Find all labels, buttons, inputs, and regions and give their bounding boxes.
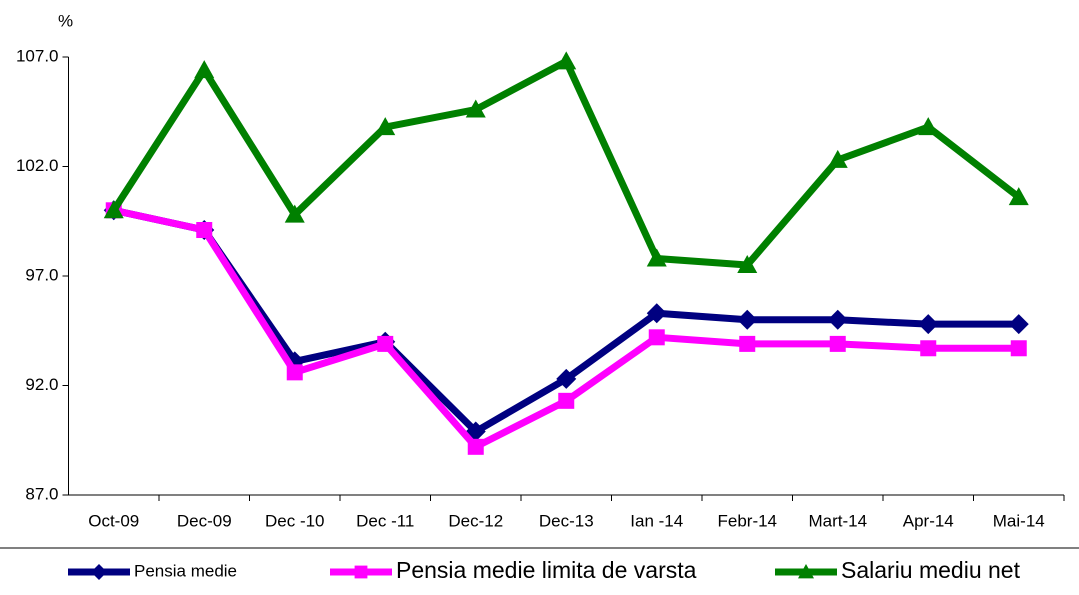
x-tick-label: Mart-14: [808, 511, 867, 530]
legend-label: Pensia medie: [134, 561, 237, 580]
marker: [1008, 314, 1029, 335]
marker: [377, 335, 394, 352]
marker: [375, 117, 396, 136]
marker: [558, 392, 575, 409]
marker: [920, 340, 937, 357]
legend-label: Pensia medie limita de varsta: [396, 557, 697, 583]
x-tick-label: Ian -14: [630, 511, 683, 530]
marker: [1008, 187, 1029, 206]
x-tick-label: Dec-12: [448, 511, 503, 530]
x-tick-label: Oct-09: [88, 511, 139, 530]
marker: [103, 200, 124, 219]
y-tick-label: 107.0: [16, 46, 59, 65]
y-tick-label: 97.0: [25, 265, 58, 284]
marker: [798, 564, 814, 579]
x-tick-label: Dec -10: [265, 511, 325, 530]
marker: [918, 117, 939, 136]
marker: [467, 438, 484, 455]
marker: [91, 564, 107, 580]
series-line: [113, 206, 1019, 452]
x-tick-label: Mai-14: [993, 511, 1045, 530]
x-tick-label: Dec-13: [539, 511, 594, 530]
x-tick-label: Dec-09: [177, 511, 232, 530]
marker: [827, 309, 848, 330]
y-tick-label: 87.0: [25, 484, 58, 503]
marker: [465, 99, 486, 118]
marker: [646, 248, 667, 267]
marker: [286, 364, 303, 381]
marker: [829, 335, 846, 352]
x-tick-label: Dec -11: [356, 511, 414, 530]
marker: [918, 314, 939, 335]
marker: [648, 329, 665, 346]
marker: [827, 149, 848, 168]
marker: [739, 335, 756, 352]
marker: [194, 60, 215, 79]
y-tick-label: 92.0: [25, 375, 58, 394]
marker: [556, 368, 577, 389]
marker: [737, 255, 758, 274]
y-tick-label: 102.0: [16, 156, 59, 175]
marker: [737, 309, 758, 330]
x-tick-label: Apr-14: [903, 511, 954, 530]
marker: [196, 222, 213, 239]
marker: [646, 303, 667, 324]
series-line: [110, 56, 1021, 269]
marker: [354, 565, 368, 579]
marker: [1010, 340, 1027, 357]
marker: [284, 204, 305, 223]
marker: [556, 51, 577, 70]
legend-label: Salariu mediu net: [841, 557, 1021, 583]
x-tick-label: Febr-14: [717, 511, 777, 530]
y-axis-label: %: [58, 11, 73, 30]
